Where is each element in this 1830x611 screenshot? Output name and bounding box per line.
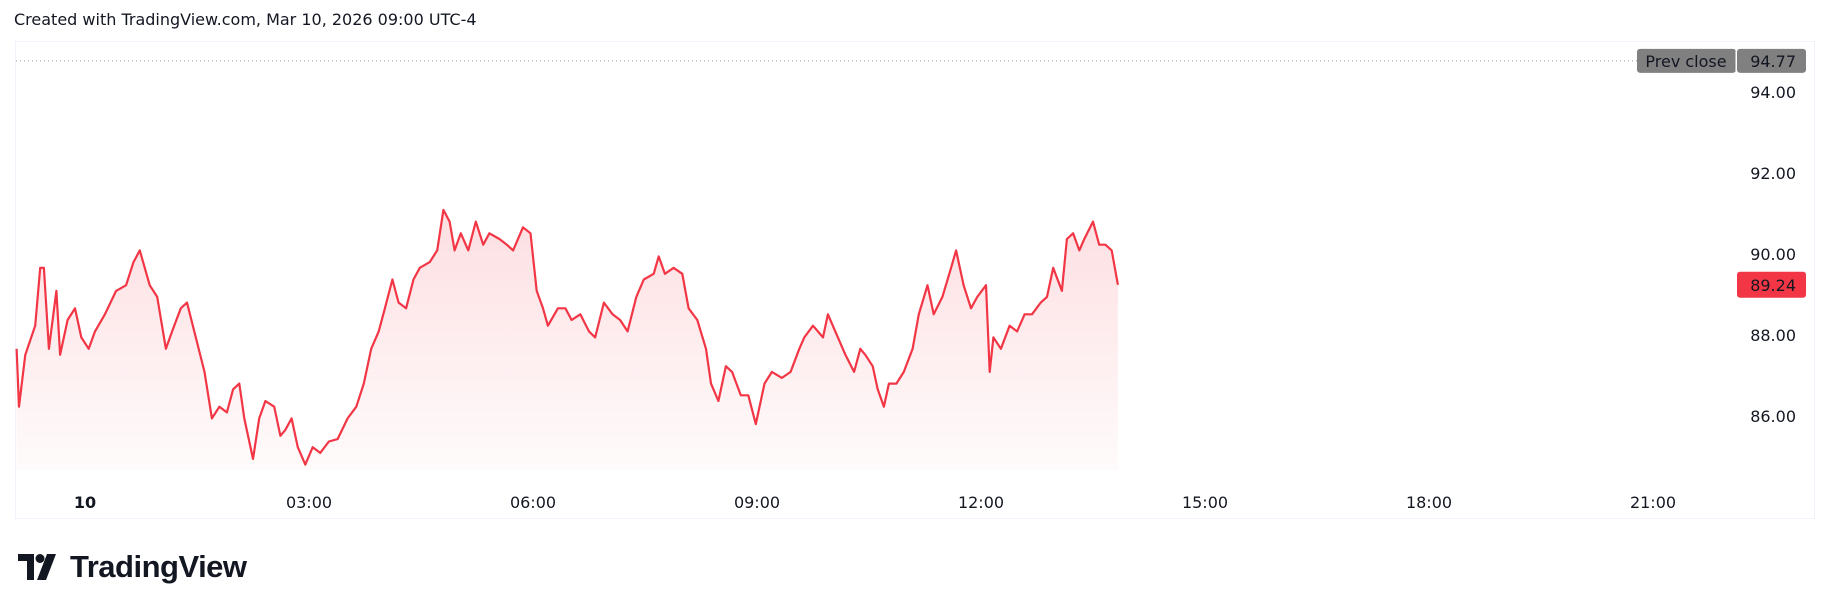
x-tick-label: 15:00 <box>1182 493 1228 512</box>
last-price-value: 89.24 <box>1750 276 1796 295</box>
x-tick-label: 09:00 <box>734 493 780 512</box>
x-tick-label: 18:00 <box>1406 493 1452 512</box>
y-tick-label: 94.00 <box>1750 83 1796 102</box>
tradingview-logo-icon <box>18 554 56 580</box>
x-tick-label: 06:00 <box>510 493 556 512</box>
prev-close-value-bg <box>1737 48 1806 73</box>
y-tick-label: 86.00 <box>1750 407 1796 426</box>
chart-caption: Created with TradingView.com, Mar 10, 20… <box>14 10 477 29</box>
x-tick-label: 12:00 <box>958 493 1004 512</box>
x-tick-label: 21:00 <box>1630 493 1676 512</box>
tradingview-logo-text: TradingView <box>70 549 247 584</box>
prev-close-value: 94.77 <box>1750 52 1796 71</box>
last-price-badge <box>1737 271 1806 298</box>
tradingview-logo[interactable]: TradingView <box>18 549 247 585</box>
y-tick-label: 92.00 <box>1750 164 1796 183</box>
y-tick-label: 88.00 <box>1750 326 1796 345</box>
x-tick-label: 10 <box>74 493 96 512</box>
price-line <box>15 208 1119 466</box>
prev-close-label-bg <box>1637 48 1736 73</box>
y-tick-label: 90.00 <box>1750 245 1796 264</box>
area-fill <box>16 209 1118 470</box>
x-tick-label: 03:00 <box>286 493 332 512</box>
prev-close-label: Prev close <box>1645 52 1726 71</box>
chart-pane[interactable] <box>15 41 1815 519</box>
